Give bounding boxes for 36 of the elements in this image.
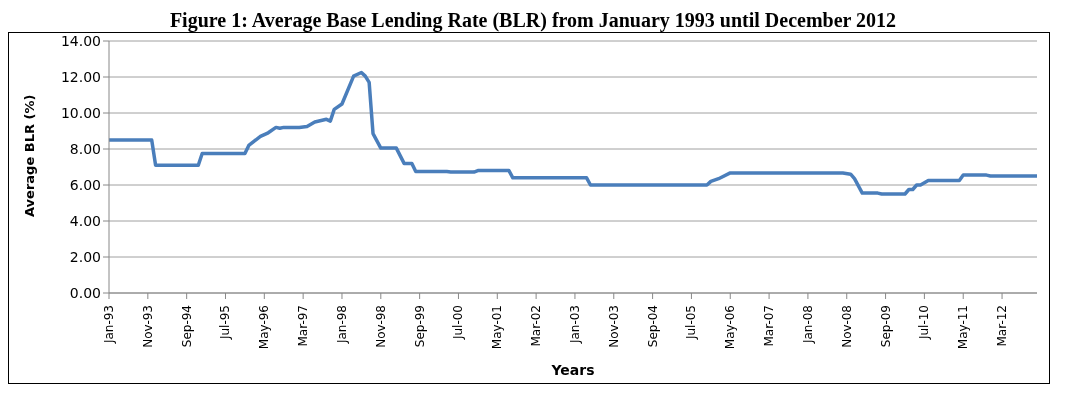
x-tick-label: Sep-04	[645, 305, 660, 348]
x-tick-label: Mar-12	[995, 305, 1010, 347]
y-axis-title: Average BLR (%)	[21, 94, 37, 217]
x-tick-label: Mar-97	[296, 305, 311, 347]
x-tick-label: Jul-00	[451, 305, 466, 341]
y-tick-label: 6.00	[69, 176, 101, 193]
x-tick-label: May-96	[257, 305, 272, 350]
x-tick-label: Nov-08	[839, 305, 854, 348]
y-tick-label: 4.00	[69, 212, 101, 229]
x-tick-label: Jan-98	[334, 305, 349, 345]
y-tick-label: 12.00	[60, 68, 101, 85]
x-tick-label: Sep-99	[412, 305, 427, 348]
x-tick-label: Jul-10	[917, 305, 932, 341]
x-tick-label: Jan-03	[567, 305, 582, 345]
y-tick-label: 14.00	[60, 32, 101, 49]
y-tick-label: 2.00	[69, 248, 101, 265]
x-tick-label: Mar-02	[529, 305, 544, 347]
x-tick-label: Nov-93	[140, 305, 155, 348]
x-tick-label: Sep-09	[878, 305, 893, 348]
y-tick-label: 0.00	[69, 284, 101, 301]
chart-title: Figure 1: Average Base Lending Rate (BLR) from January 1993 until December 2012	[168, 8, 898, 32]
x-tick-label: Jan-93	[102, 305, 116, 345]
y-tick-label: 8.00	[69, 140, 101, 157]
x-tick-label: May-06	[723, 305, 738, 350]
x-axis-title: Years	[550, 362, 595, 378]
x-tick-label: Jul-05	[684, 305, 699, 341]
x-tick-label: Sep-94	[179, 305, 194, 348]
x-tick-label: Mar-07	[762, 305, 777, 347]
x-tick-label: Jan-08	[800, 305, 815, 345]
x-tick-label: May-01	[490, 305, 505, 350]
x-tick-label: Nov-98	[373, 305, 388, 348]
x-tick-label: Jul-95	[218, 305, 233, 341]
line-series	[109, 70, 1037, 196]
x-tick-label: Nov-03	[606, 305, 621, 348]
x-tick-label: May-11	[956, 305, 971, 350]
y-tick-label: 10.00	[60, 104, 101, 121]
